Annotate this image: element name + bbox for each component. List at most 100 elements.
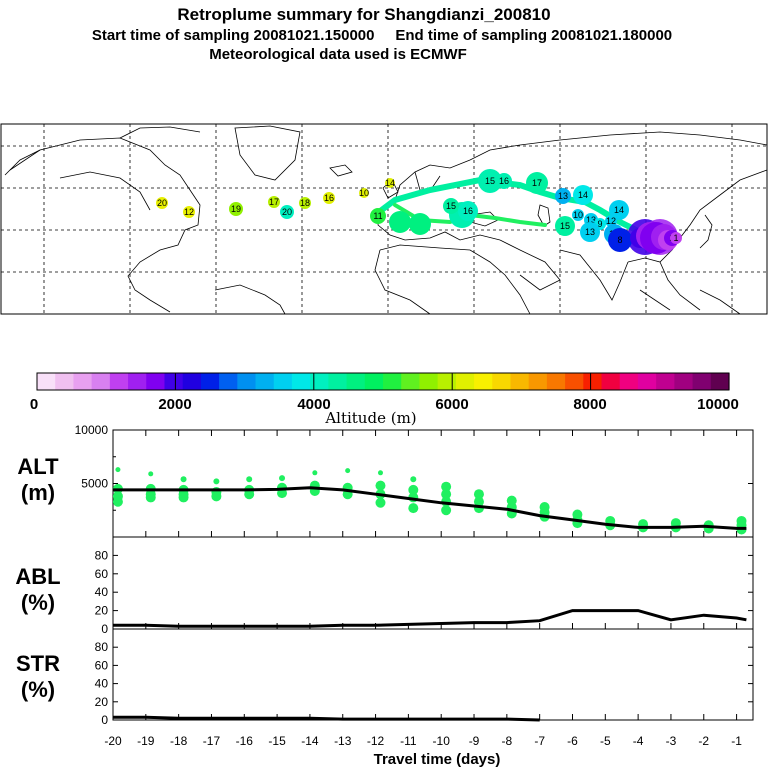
xtick-label-18: -2 [698,734,709,748]
meteo-data-line: Meteorological data used is ECMWF [209,46,467,63]
xtick-label-11: -9 [469,734,480,748]
ytick-label-alt-2: 10000 [75,423,109,437]
map-marker-label-8: 14 [385,178,395,188]
colorbar-cell-29 [565,373,584,390]
map-marker-label-22: 10 [573,210,583,220]
colorbar-cell-9 [200,373,220,390]
xtick-label-12: -8 [502,734,513,748]
colorbar-cell-21 [419,373,439,390]
alt-point-7 [145,492,156,503]
colorbar-tick-8000: 8000 [573,396,606,413]
panel-alt: 5000 10000 [75,423,754,538]
colorbar-cell-27 [528,373,548,390]
colorbar-cell-35 [674,373,694,390]
map-marker-label-32: 13 [585,227,595,237]
colorbar-cell-4 [109,373,129,390]
xtick-label-17: -3 [666,734,677,748]
map-marker-label-6: 16 [324,193,334,203]
ytick-label-abl-3: 60 [95,567,109,581]
colorbar-cell-25 [492,373,512,390]
colorbar-cell-12 [255,373,275,390]
map-marker-12 [526,172,548,194]
track-line [372,176,663,241]
xtick-label-2: -18 [170,734,188,748]
str-label: STR [16,651,60,676]
map-marker-label-14: 14 [578,190,588,200]
colorbar-cell-15 [310,373,329,390]
map-marker-6 [323,192,335,204]
alt-point-4 [148,471,154,477]
xtick-label-16: -4 [633,734,644,748]
xtick-label-7: -13 [334,734,352,748]
alt-point-0 [115,467,121,473]
map-marker-10 [478,169,502,193]
xtick-label-6: -14 [301,734,319,748]
map-marker-22 [572,209,584,221]
ytick-label-str-0: 0 [101,713,108,727]
colorbar-label: Altitude (m) [324,409,416,427]
colorbar-tick-0: 0 [30,396,38,413]
xtick-label-9: -11 [400,734,417,748]
map-marker-14 [573,185,593,205]
alt-point-8 [180,476,187,483]
alt-point-17 [244,489,255,500]
alt-point-27 [377,470,383,476]
alt-point-18 [279,475,286,482]
map-marker-30 [670,232,682,244]
colorbar-cell-8 [182,373,202,390]
colorbar-cell-3 [91,373,111,390]
coastlines [4,125,768,315]
colorbar-cell-30 [583,373,603,390]
map-marker-2 [229,202,243,216]
colorbar-tick-2000: 2000 [158,396,191,413]
map-marker-label-2: 19 [231,204,241,214]
xtick-label-4: -16 [236,734,254,748]
colorbar-cell-22 [437,373,457,390]
colorbar-cell-33 [637,373,657,390]
alt-point-35 [441,481,452,492]
colorbar-frame [36,372,730,391]
ytick-label-abl-1: 20 [95,604,109,618]
colorbar-tick-6000: 6000 [435,396,468,413]
colorbar-cell-23 [455,373,475,390]
colorbar-cell-18 [364,373,384,390]
abl-unit: (%) [21,590,55,615]
map-marker-label-0: 20 [157,198,167,208]
map-marker-label-9: 11 [373,211,382,221]
colorbar-cell-19 [383,373,402,390]
map-marker-label-15: 15 [446,201,456,211]
xtick-label-0: -20 [104,734,122,748]
map-marker-label-16: 16 [463,206,473,216]
alt-point-34 [408,503,419,514]
xtick-label-8: -12 [367,734,385,748]
ytick-label-abl-2: 40 [95,585,109,599]
map-marker-16 [458,201,478,221]
colorbar-cell-20 [401,373,421,390]
chart-title: Retroplume summary for Shangdianzi_20081… [177,5,550,24]
map-marker-label-18: 12 [606,216,616,226]
alt-point-3 [112,496,123,507]
map-marker-label-3: 17 [269,197,279,207]
map-marker-9 [370,208,386,224]
xtick-label-10: -10 [433,734,451,748]
ytick-label-str-1: 20 [95,695,109,709]
ytick-label-abl-4: 80 [95,548,109,562]
alt-point-32 [408,484,419,495]
x-axis: -20 -19 -18 -17 -16 -15 -14 -13 -12 -11 -10 -9 -8 -7-… [104,430,742,748]
panel-frame-alt [112,429,754,538]
map-cluster-west [389,211,411,233]
panel-frame-str [112,628,754,721]
xtick-label-1: -19 [137,734,155,748]
alt-point-14 [211,491,222,502]
alt-point-31 [410,476,417,483]
alt-point-12 [213,478,220,485]
xtick-label-15: -5 [600,734,611,748]
colorbar-cells [37,373,730,390]
ytick-label-alt-1: 5000 [81,477,108,491]
map-marker-label-20: 9 [597,219,602,229]
alt-point-21 [312,470,318,476]
map-marker-3 [268,196,280,208]
map-marker-15 [443,198,459,214]
